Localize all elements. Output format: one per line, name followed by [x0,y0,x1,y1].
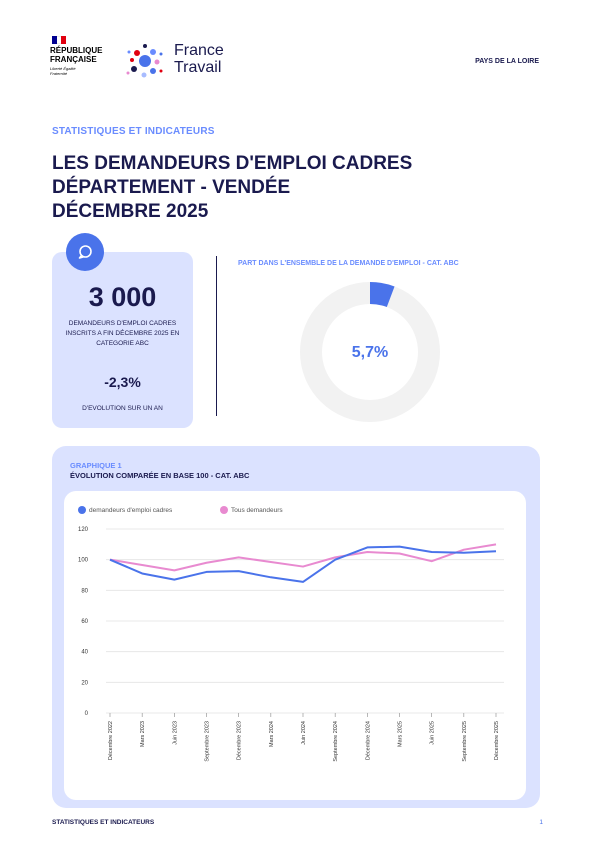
x-tick-label: Septembre 2023 [205,721,211,762]
y-tick-label: 80 [81,588,88,594]
donut-slice [370,282,395,308]
x-tick-label: Mars 2025 [398,721,404,747]
y-tick-label: 100 [78,558,89,564]
kpi-card [52,252,193,428]
motto: Liberté Égalité Fraternité [50,66,76,76]
x-tick-label: Juin 2024 [301,721,307,745]
republique-francaise-logo: RÉPUBLIQUE FRANÇAISE [50,46,102,64]
y-tick-label: 60 [81,619,88,625]
y-tick-label: 40 [81,650,88,656]
x-tick-label: Septembre 2024 [333,721,339,762]
footer-label: STATISTIQUES ET INDICATEURS [52,819,155,826]
x-tick-label: Juin 2023 [172,721,178,745]
legend-dot [220,506,228,514]
chat-bubble-icon [78,245,92,259]
chart-title: ÉVOLUTION COMPARÉE EN BASE 100 - CAT. AB… [70,471,250,480]
donut-value: 5,7% [351,344,389,361]
series-line-tous [109,543,497,572]
chart-panel [64,491,526,800]
france-travail-wordmark: France Travail [174,42,224,76]
legend-item-cadres: demandeurs d'emploi cadres [78,506,172,514]
title-line-3: DÉCEMBRE 2025 [52,201,209,222]
legend-dot [78,506,86,514]
kpi-value: 3 000 [88,282,157,312]
title-line-1: LES DEMANDEURS D'EMPLOI CADRES [52,153,413,174]
brand-line-1: France [174,42,224,59]
region-label: PAYS DE LA LOIRE [475,58,539,65]
legend-label: Tous demandeurs [231,506,283,514]
x-tick-label: Juin 2025 [430,721,436,745]
x-tick-label: Décembre 2024 [365,721,371,760]
title-line-2: DÉPARTEMENT - VENDÉE [52,177,291,198]
republique-line-1: RÉPUBLIQUE [50,46,103,55]
kpi-evolution: -2,3% [104,374,141,390]
y-tick-label: 20 [81,680,88,686]
brand-line-2: Travail [174,59,222,76]
donut-title: PART DANS L'ENSEMBLE DE LA DEMANDE D'EMP… [238,260,459,267]
kpi-badge [66,233,104,271]
republique-line-2: FRANÇAISE [50,55,97,64]
legend-item-tous: Tous demandeurs [220,506,283,514]
y-tick-label: 0 [85,711,89,717]
legend-label: demandeurs d'emploi cadres [89,506,173,514]
page-number: 1 [539,819,543,826]
x-tick-label: Mars 2024 [269,721,275,747]
kpi-evolution-label: D'EVOLUTION SUR UN AN [82,405,163,412]
kpi-description: DEMANDEURS D'EMPLOI CADRES INSCRITS A FI… [65,320,180,347]
section-eyebrow: STATISTIQUES ET INDICATEURS [52,126,215,137]
x-tick-label: Décembre 2023 [237,721,243,760]
x-tick-label: Décembre 2025 [494,721,500,760]
page-title: LES DEMANDEURS D'EMPLOI CADRES DÉPARTEME… [52,152,412,224]
chart-eyebrow: GRAPHIQUE 1 [70,461,122,470]
y-tick-label: 120 [78,527,89,533]
x-tick-label: Mars 2023 [140,721,146,747]
line-chart: 0 20 40 60 80 100 120 Décembre 2022 Mars 2023 Jui… [78,527,504,762]
x-tick-label: Septembre 2025 [462,721,468,762]
x-tick-label: Décembre 2022 [108,721,114,760]
france-travail-logo-icon [126,44,163,78]
vertical-divider [216,256,217,416]
share-donut-chart [300,282,440,422]
french-flag-icon [52,36,67,44]
series-line-cadres [109,545,497,583]
